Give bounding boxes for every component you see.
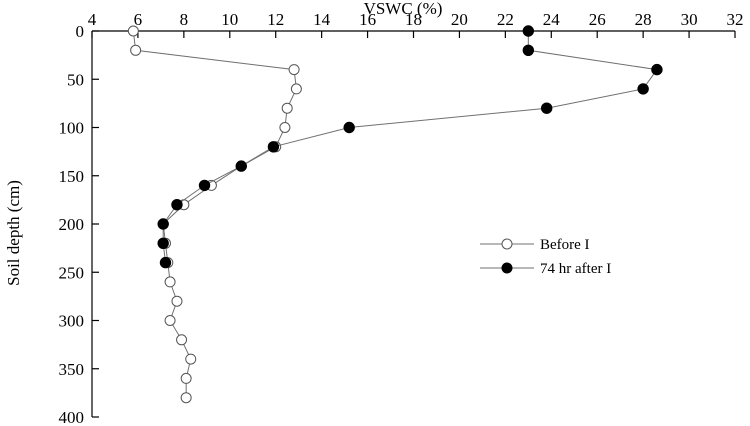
y-tick-label: 400	[59, 408, 85, 426]
y-axis-title: Soil depth (cm)	[4, 180, 23, 286]
x-tick-label: 14	[313, 10, 331, 29]
x-tick-label: 24	[543, 10, 561, 29]
y-tick-label: 150	[59, 167, 85, 186]
data-point	[159, 256, 172, 269]
legend: Before I 74 hr after I	[480, 237, 611, 277]
data-point	[288, 64, 300, 76]
data-point	[267, 141, 280, 153]
x-tick-label: 26	[589, 10, 606, 29]
series-1	[127, 25, 302, 404]
x-tick-label: 28	[635, 10, 652, 29]
data-point	[281, 102, 293, 114]
data-point	[522, 44, 535, 56]
data-point	[176, 334, 188, 346]
data-point	[130, 44, 142, 56]
x-tick-label: 4	[88, 10, 97, 29]
data-point	[171, 295, 183, 307]
data-point	[290, 83, 302, 95]
y-tick-label: 300	[59, 312, 85, 331]
y-axis: 0 50 100 150 200 250 300 350 400	[59, 22, 99, 426]
x-tick-label: 12	[267, 10, 284, 29]
x-tick-label: 10	[221, 10, 238, 29]
legend-label: Before I	[540, 237, 590, 253]
x-tick-label: 30	[681, 10, 698, 29]
data-point	[127, 25, 139, 37]
data-point	[180, 392, 192, 404]
y-tick-label: 100	[59, 119, 85, 138]
x-tick-label: 22	[497, 10, 514, 29]
data-point	[198, 179, 211, 192]
data-point	[164, 315, 176, 326]
x-tick-label: 32	[727, 10, 744, 29]
x-tick-label: 16	[359, 10, 376, 29]
x-tick-label: 20	[451, 10, 468, 29]
data-point	[157, 218, 169, 230]
x-tick-label: 8	[180, 10, 189, 29]
series-layer	[127, 25, 663, 404]
data-point	[540, 102, 553, 114]
data-point	[343, 121, 355, 134]
y-tick-label: 0	[76, 22, 85, 41]
x-axis-title: VSWC (%)	[364, 0, 443, 18]
legend-item: Before I	[480, 237, 590, 253]
legend-marker	[501, 238, 513, 250]
data-point	[171, 199, 183, 211]
series-line	[162, 31, 658, 263]
x-axis: 4 6 8 10 12 14 16 18 20 22 24 26 28 30 32	[88, 10, 744, 38]
data-point	[651, 63, 663, 76]
data-point	[185, 353, 197, 365]
x-tick-label: 18	[405, 10, 422, 29]
data-point	[164, 276, 176, 288]
data-point	[180, 372, 192, 384]
data-point	[235, 160, 247, 172]
legend-label: 74 hr after I	[540, 261, 611, 277]
legend-marker	[501, 262, 513, 274]
data-point	[157, 237, 169, 250]
y-tick-label: 350	[59, 360, 85, 379]
x-tick-label: 6	[134, 10, 143, 29]
y-tick-label: 250	[59, 263, 85, 282]
data-point	[279, 122, 291, 133]
y-tick-label: 50	[67, 70, 84, 89]
series-line	[132, 30, 297, 398]
legend-item: 74 hr after I	[480, 261, 611, 277]
y-tick-label: 200	[59, 215, 85, 234]
series-2	[157, 25, 663, 269]
data-point	[637, 83, 649, 95]
data-point	[522, 25, 535, 37]
